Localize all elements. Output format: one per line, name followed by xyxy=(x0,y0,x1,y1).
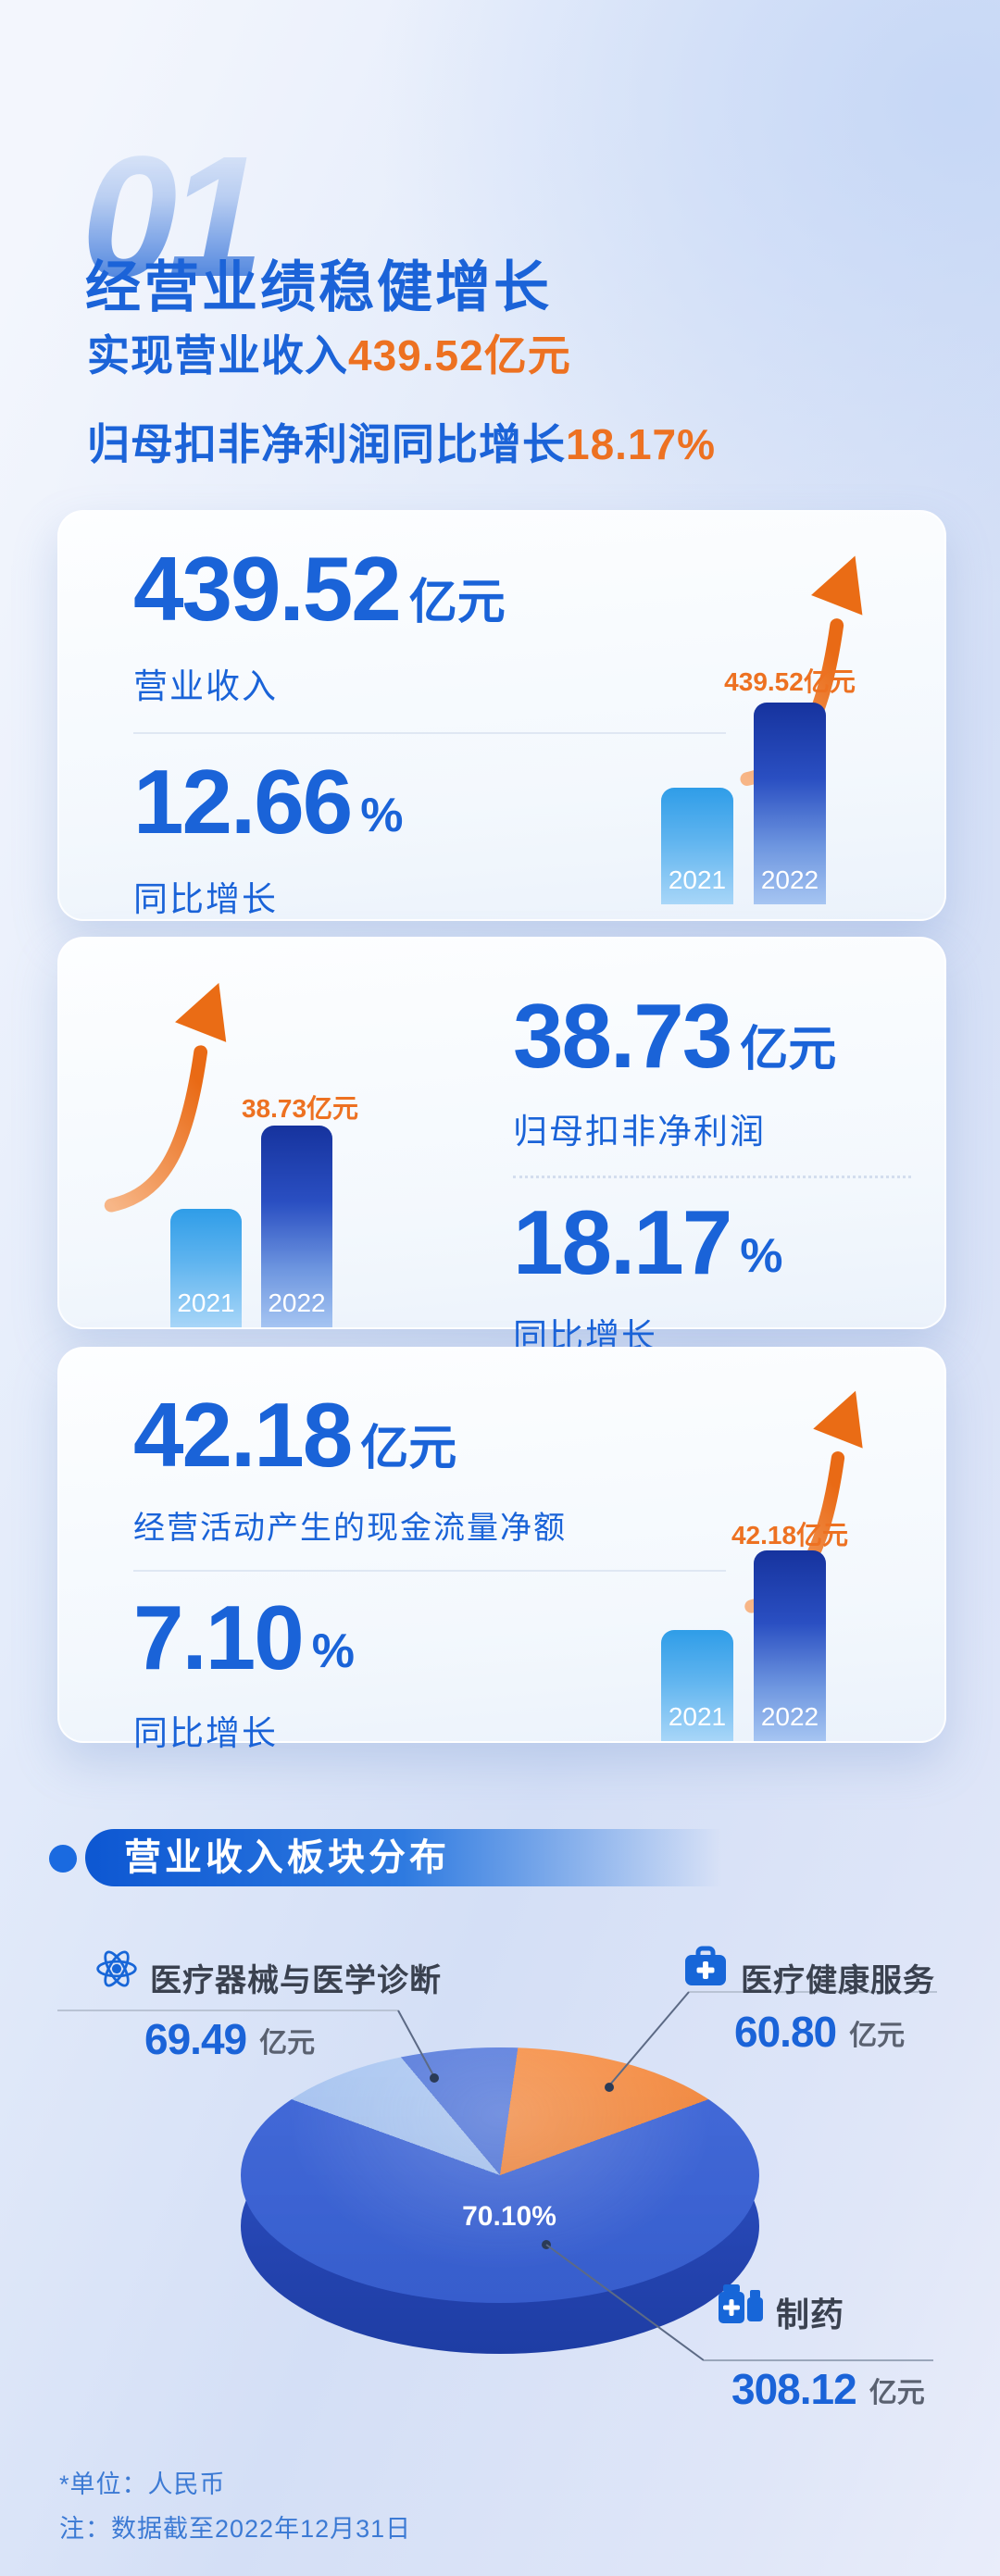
revenue-card: 439.52 亿元 营业收入 12.66% 同比增长 439.52亿元 2021 … xyxy=(57,510,946,921)
revenue-growth-value: 12.66 xyxy=(133,751,353,852)
pie-value-service: 60.80 亿元 xyxy=(734,2010,905,2053)
headline-profit: 归母扣非净利润同比增长18.17% xyxy=(87,411,716,472)
callout-lines xyxy=(57,1991,937,2361)
growth-arrow-icon xyxy=(104,982,227,1213)
net-profit-card: 38.73 亿元 归母扣非净利润 18.17% 同比增长 38.73亿元 2021… xyxy=(57,937,946,1355)
device-unit: 亿元 xyxy=(259,2028,316,2059)
net-profit-card-text: 38.73 亿元 归母扣非净利润 18.17% 同比增长 xyxy=(513,939,911,1358)
revenue-growth-label: 同比增长 xyxy=(133,880,278,918)
revenue-unit: 亿元 xyxy=(408,576,506,629)
footnote-unit: *单位：人民币 xyxy=(59,2470,226,2498)
growth-arrow-icon xyxy=(744,1390,863,1613)
percent-sign: % xyxy=(311,1624,355,1678)
cash-flow-label: 经营活动产生的现金流量净额 xyxy=(133,1511,567,1546)
bar-year-label: 2022 xyxy=(760,1702,819,1731)
headline-revenue-value: 439.52亿元 xyxy=(348,331,571,380)
section-header: 营业收入板块分布 xyxy=(85,1829,748,1886)
footnote-date: 注：数据截至2022年12月31日 xyxy=(59,2515,412,2543)
percent-sign: % xyxy=(360,789,404,842)
service-unit: 亿元 xyxy=(849,2021,906,2051)
net-profit-growth-value: 18.17 xyxy=(513,1191,732,1293)
pie-label-service: 医疗健康服务 xyxy=(741,1963,935,1998)
cash-flow-unit: 亿元 xyxy=(360,1422,457,1475)
pie-label-device: 医疗器械与医学诊断 xyxy=(150,1963,442,1998)
page-title: 经营业绩稳健增长 xyxy=(85,256,552,318)
revenue-label: 营业收入 xyxy=(133,667,278,705)
revenue-card-text: 439.52 亿元 营业收入 12.66% 同比增长 xyxy=(133,512,726,921)
pie-pharma-percent: 70.10% xyxy=(462,2201,556,2232)
net-profit-value: 38.73 xyxy=(513,985,732,1087)
divider xyxy=(133,1570,726,1572)
bullet-icon xyxy=(49,1845,77,1873)
bar-2022: 2022 xyxy=(261,1126,332,1327)
cash-flow-card: 42.18 亿元 经营活动产生的现金流量净额 7.10% 同比增长 42.18亿元… xyxy=(57,1347,946,1752)
bar-2021: 2021 xyxy=(170,1209,242,1327)
bar-year-label: 2022 xyxy=(760,865,819,894)
headline-revenue-prefix: 实现营业收入 xyxy=(87,331,348,380)
cash-flow-card-text: 42.18 亿元 经营活动产生的现金流量净额 7.10% 同比增长 xyxy=(133,1349,726,1755)
bar-year-label: 2021 xyxy=(177,1288,235,1317)
pill-bottle-icon xyxy=(719,2284,763,2323)
net-profit-unit: 亿元 xyxy=(740,1023,837,1076)
pie-label-pharma: 制药 xyxy=(776,2296,845,2333)
pie-value-device: 69.49 亿元 xyxy=(144,2018,315,2060)
growth-arrow-icon xyxy=(740,555,863,786)
pie-value-pharma: 308.12 亿元 xyxy=(731,2368,925,2410)
cash-flow-value: 42.18 xyxy=(133,1384,353,1486)
bar-2022: 2022 xyxy=(754,703,826,904)
first-aid-kit-icon xyxy=(685,1946,726,1985)
divider xyxy=(133,732,726,734)
pie-top-face xyxy=(241,2047,759,2303)
section-title: 营业收入板块分布 xyxy=(124,1837,450,1878)
headline-profit-value: 18.17% xyxy=(566,420,717,468)
device-value: 69.49 xyxy=(144,2015,247,2063)
bar-value-label: 38.73亿元 xyxy=(241,1094,359,1123)
section-number: 01 xyxy=(81,121,264,313)
net-profit-label: 归母扣非净利润 xyxy=(513,1113,766,1151)
pharma-value: 308.12 xyxy=(731,2365,857,2413)
cash-flow-growth-label: 同比增长 xyxy=(133,1714,278,1752)
bar-2022: 2022 xyxy=(754,1550,826,1741)
revenue-value: 439.52 xyxy=(133,538,402,640)
divider xyxy=(513,1176,911,1178)
revenue-pie-chart: 70.10% 医疗器械与医学诊断 69.49 亿元 医疗健康服务 60.80 亿… xyxy=(0,1935,1000,2453)
bar-year-label: 2022 xyxy=(268,1288,326,1317)
cash-flow-growth-value: 7.10 xyxy=(133,1587,305,1688)
atom-icon xyxy=(96,1950,137,1987)
headline-revenue: 实现营业收入439.52亿元 xyxy=(87,322,571,383)
headline-profit-prefix: 归母扣非净利润同比增长 xyxy=(87,420,566,468)
pharma-unit: 亿元 xyxy=(869,2378,925,2408)
percent-sign: % xyxy=(740,1229,783,1283)
service-value: 60.80 xyxy=(734,2008,837,2056)
